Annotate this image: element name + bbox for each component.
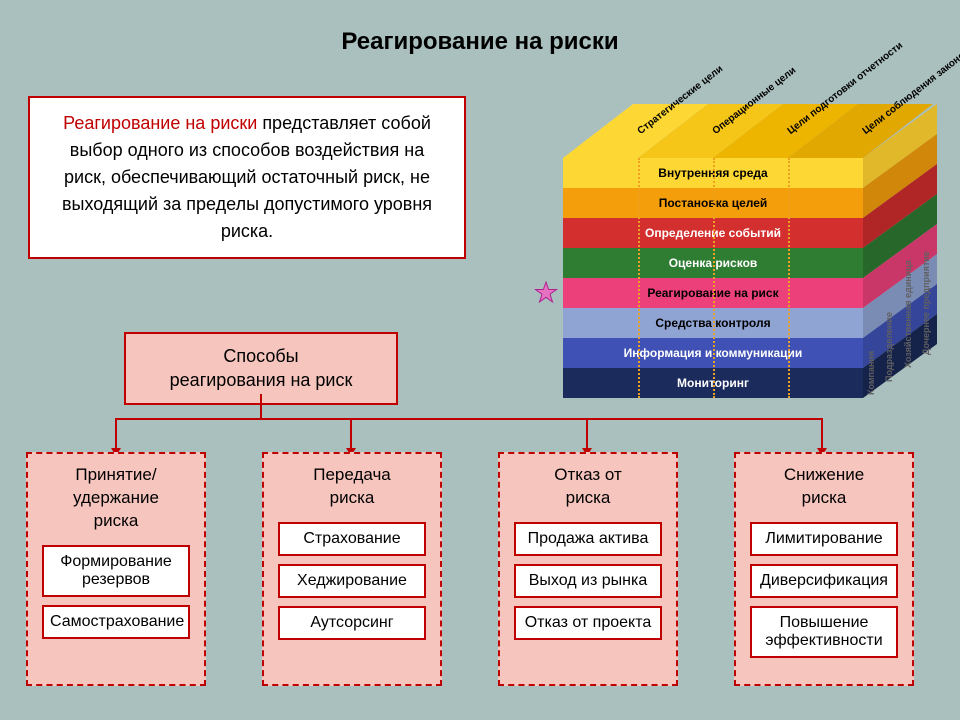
method-sub: Повышение эффективности <box>750 606 898 658</box>
definition-highlight: Реагирование на риски <box>63 113 257 133</box>
method-sub: Отказ от проекта <box>514 606 662 640</box>
connector-line <box>115 418 823 420</box>
method-sub: Продажа актива <box>514 522 662 556</box>
cube-side-label: Подразделение <box>884 312 894 382</box>
method-box: Передачариска Страхование Хеджирование Аутс… <box>262 452 442 686</box>
method-sub: Диверсификация <box>750 564 898 598</box>
method-sub: Лимитирование <box>750 522 898 556</box>
method-box: Отказ отриска Продажа актива Выход из рынк… <box>498 452 678 686</box>
cube-divider <box>788 158 790 398</box>
method-sub: Формирование резервов <box>42 545 190 597</box>
cube-side-label: Компания <box>866 351 876 395</box>
method-title: Снижениериска <box>744 464 904 510</box>
cube-divider <box>713 158 715 398</box>
method-sub: Страхование <box>278 522 426 556</box>
method-sub: Хеджирование <box>278 564 426 598</box>
connector-line <box>586 418 588 448</box>
cube-side-label: Хозяйственная единица <box>903 260 913 368</box>
connector-line <box>115 418 117 448</box>
connector-line <box>260 394 262 418</box>
cube-side-label: Дочернее предприятие <box>921 251 931 355</box>
connector-line <box>350 418 352 448</box>
method-sub: Аутсорсинг <box>278 606 426 640</box>
cube-divider <box>638 158 640 398</box>
star-icon <box>534 281 558 305</box>
root-line1: Способы <box>150 344 372 368</box>
method-sub: Самострахование <box>42 605 190 639</box>
method-box: Принятие/удержаниериска Формирование резе… <box>26 452 206 686</box>
connector-line <box>821 418 823 448</box>
definition-box: Реагирование на риски представляет собой… <box>28 96 466 259</box>
method-title: Отказ отриска <box>508 464 668 510</box>
page-title: Реагирование на риски <box>0 28 960 56</box>
method-title: Принятие/удержаниериска <box>36 464 196 533</box>
method-sub: Выход из рынка <box>514 564 662 598</box>
method-box: Снижениериска Лимитирование Диверсификация… <box>734 452 914 686</box>
root-line2: реагирования на риск <box>150 368 372 392</box>
method-title: Передачариска <box>272 464 432 510</box>
coso-cube: Внутренняя среда Постановка целей Опреде… <box>563 60 947 408</box>
